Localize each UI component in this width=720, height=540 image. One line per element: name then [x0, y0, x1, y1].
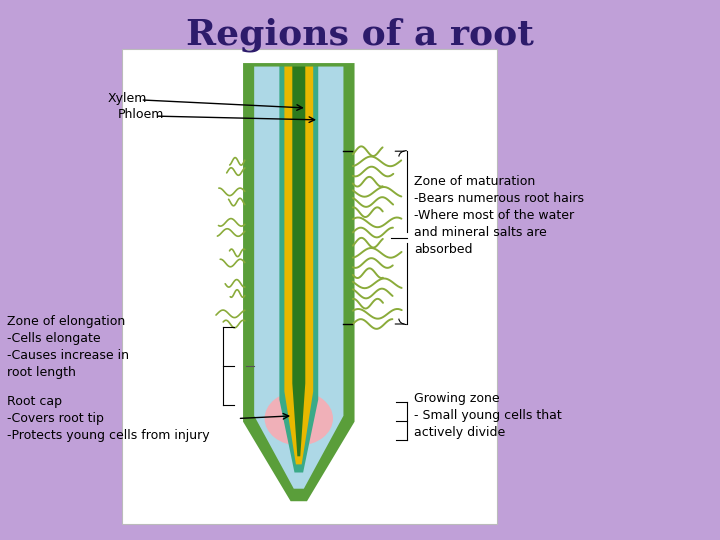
- Polygon shape: [279, 65, 318, 472]
- Text: Zone of elongation
-Cells elongate
-Causes increase in
root length: Zone of elongation -Cells elongate -Caus…: [7, 315, 129, 379]
- Text: Xylem: Xylem: [108, 92, 148, 105]
- Polygon shape: [254, 65, 343, 489]
- Text: Zone of maturation
-Bears numerous root hairs
-Where most of the water
and miner: Zone of maturation -Bears numerous root …: [414, 176, 584, 256]
- Text: Regions of a root: Regions of a root: [186, 18, 534, 52]
- Text: Phloem: Phloem: [117, 108, 163, 121]
- Text: Growing zone
- Small young cells that
actively divide: Growing zone - Small young cells that ac…: [414, 392, 562, 440]
- Ellipse shape: [265, 392, 333, 446]
- Polygon shape: [245, 65, 353, 500]
- Bar: [122, 49, 497, 524]
- Polygon shape: [284, 65, 313, 464]
- Text: Root cap
-Covers root tip
-Protects young cells from injury: Root cap -Covers root tip -Protects youn…: [7, 395, 210, 442]
- Polygon shape: [292, 65, 305, 456]
